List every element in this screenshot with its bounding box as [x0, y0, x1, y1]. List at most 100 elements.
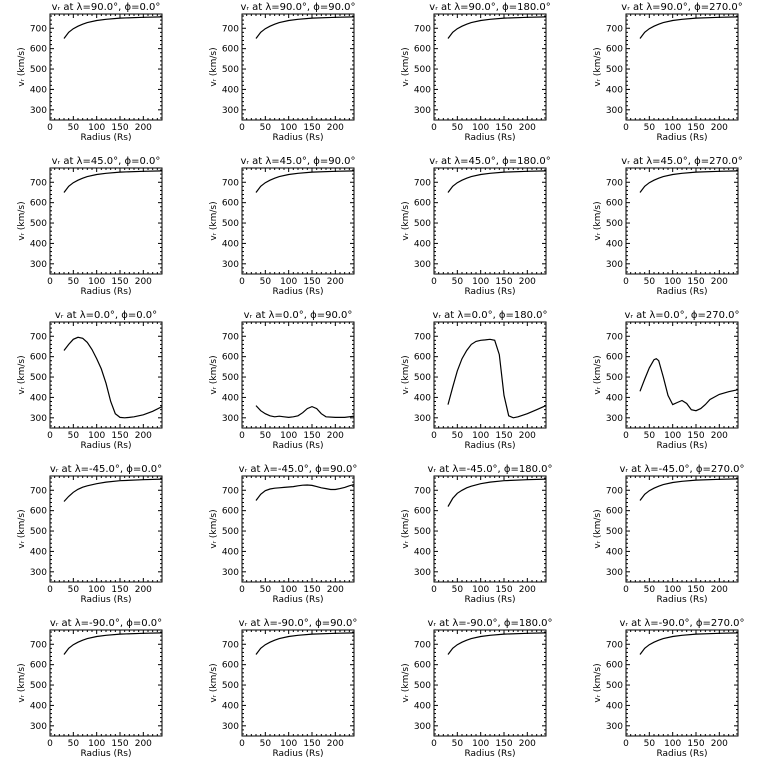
y-tick-label: 500: [414, 373, 431, 383]
y-tick-label: 600: [30, 353, 47, 363]
x-tick-label: 50: [644, 431, 656, 441]
y-tick-label: 600: [606, 507, 623, 517]
y-tick-label: 700: [30, 486, 47, 496]
y-tick-label: 400: [414, 85, 431, 95]
x-tick-label: 150: [495, 739, 512, 749]
x-axis-label: Radius (Rs): [656, 441, 707, 451]
chart-title: vᵣ at λ=-45.0°, ϕ=270.0°: [619, 464, 744, 475]
y-tick-label: 600: [414, 199, 431, 209]
series-line-1: [639, 632, 739, 655]
chart-panel-7: vᵣ at λ=45.0°, ϕ=180.0° 0 50 100 150 200 300 40…: [401, 156, 551, 297]
plot-frame: [49, 13, 163, 121]
x-axis-label: Radius (Rs): [80, 133, 131, 143]
y-tick-label: 700: [222, 486, 239, 496]
y-tick-label: 500: [606, 65, 623, 75]
plot-frame: [433, 167, 547, 275]
series-line-1: [63, 336, 163, 419]
chart-panel-10: vᵣ at λ=0.0°, ϕ=90.0° 0 50 100 150 200 300 400 5…: [209, 310, 355, 451]
y-axis-label: vᵣ (km/s): [401, 663, 411, 702]
series-line-1: [447, 16, 547, 39]
x-tick-label: 50: [644, 277, 656, 287]
x-tick-label: 0: [623, 739, 629, 749]
x-axis-label: Radius (Rs): [272, 595, 323, 605]
x-tick-label: 0: [431, 585, 437, 595]
x-tick-label: 50: [260, 431, 272, 441]
series-line-1: [255, 484, 355, 501]
y-tick-label: 700: [606, 178, 623, 188]
chart-title: vᵣ at λ=90.0°, ϕ=90.0°: [240, 2, 355, 13]
series-line-1: [639, 16, 739, 39]
y-tick-label: 600: [414, 507, 431, 517]
chart-panel-16: vᵣ at λ=-45.0°, ϕ=270.0° 0 50 100 150 200 300 4…: [593, 464, 745, 605]
y-tick-label: 500: [30, 527, 47, 537]
plot-frame: [241, 167, 355, 275]
x-tick-label: 0: [431, 277, 437, 287]
y-tick-label: 700: [30, 24, 47, 34]
x-tick-label: 150: [687, 585, 704, 595]
x-tick-label: 200: [519, 277, 536, 287]
chart-panel-2: vᵣ at λ=90.0°, ϕ=90.0° 0 50 100 150 200 300 400…: [209, 2, 356, 143]
chart-title: vᵣ at λ=-45.0°, ϕ=90.0°: [239, 464, 358, 475]
y-tick-label: 400: [414, 701, 431, 711]
chart-panel-6: vᵣ at λ=45.0°, ϕ=90.0° 0 50 100 150 200 300 400…: [209, 156, 356, 297]
x-tick-label: 100: [664, 739, 681, 749]
y-tick-label: 600: [30, 507, 47, 517]
x-tick-label: 200: [135, 739, 152, 749]
x-tick-label: 150: [111, 431, 128, 441]
x-tick-label: 50: [68, 739, 80, 749]
x-tick-label: 150: [303, 123, 320, 133]
y-tick-label: 600: [606, 199, 623, 209]
chart-panel-1: vᵣ at λ=90.0°, ϕ=0.0° 0 50 100 150 200 300 400 5…: [17, 2, 163, 143]
x-tick-label: 50: [260, 739, 272, 749]
x-tick-label: 50: [452, 431, 464, 441]
y-tick-label: 500: [606, 219, 623, 229]
y-tick-label: 400: [414, 393, 431, 403]
y-axis-label: vᵣ (km/s): [17, 201, 27, 240]
y-tick-label: 500: [222, 527, 239, 537]
series-line-1: [447, 338, 547, 419]
x-tick-label: 200: [135, 123, 152, 133]
y-tick-label: 400: [30, 393, 47, 403]
x-tick-label: 100: [472, 739, 489, 749]
plot-frame: [241, 13, 355, 121]
chart-panel-18: vᵣ at λ=-90.0°, ϕ=90.0° 0 50 100 150 200 300 40…: [209, 618, 357, 759]
x-tick-label: 0: [239, 739, 245, 749]
y-tick-label: 700: [222, 640, 239, 650]
x-axis-label: Radius (Rs): [272, 133, 323, 143]
x-tick-label: 0: [47, 585, 53, 595]
x-tick-label: 200: [135, 431, 152, 441]
x-tick-label: 0: [239, 585, 245, 595]
plot-frame: [241, 321, 355, 429]
chart-title: vᵣ at λ=90.0°, ϕ=270.0°: [621, 2, 742, 13]
x-tick-label: 150: [687, 739, 704, 749]
chart-panel-5: vᵣ at λ=45.0°, ϕ=0.0° 0 50 100 150 200 300 400 5…: [17, 156, 163, 297]
y-tick-label: 700: [222, 24, 239, 34]
y-tick-label: 400: [30, 239, 47, 249]
y-tick-label: 500: [414, 65, 431, 75]
x-tick-label: 150: [495, 431, 512, 441]
x-tick-label: 50: [68, 585, 80, 595]
x-tick-label: 150: [111, 739, 128, 749]
x-tick-label: 100: [664, 123, 681, 133]
x-tick-label: 0: [47, 277, 53, 287]
y-tick-label: 600: [222, 199, 239, 209]
x-tick-label: 100: [472, 123, 489, 133]
x-tick-label: 50: [68, 431, 80, 441]
x-tick-label: 0: [623, 123, 629, 133]
y-tick-label: 600: [30, 661, 47, 671]
x-tick-label: 50: [452, 277, 464, 287]
x-tick-label: 0: [47, 431, 53, 441]
x-tick-label: 50: [260, 585, 272, 595]
x-tick-label: 50: [452, 739, 464, 749]
series-line-1: [63, 16, 163, 39]
y-tick-label: 400: [606, 547, 623, 557]
x-tick-label: 0: [47, 739, 53, 749]
plot-frame: [625, 475, 739, 583]
x-tick-label: 150: [687, 123, 704, 133]
y-tick-label: 700: [606, 486, 623, 496]
y-tick-label: 600: [414, 661, 431, 671]
series-line-1: [639, 358, 739, 412]
y-tick-label: 700: [222, 178, 239, 188]
x-tick-label: 100: [280, 123, 297, 133]
